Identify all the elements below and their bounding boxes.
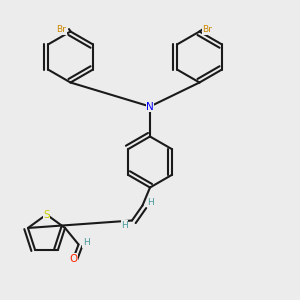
Text: Br: Br	[57, 26, 66, 34]
Text: H: H	[83, 238, 89, 247]
Text: Br: Br	[202, 26, 212, 34]
Text: S: S	[43, 209, 50, 220]
Text: N: N	[146, 101, 154, 112]
Text: H: H	[121, 220, 128, 230]
Text: O: O	[69, 254, 77, 264]
Text: H: H	[148, 198, 154, 207]
